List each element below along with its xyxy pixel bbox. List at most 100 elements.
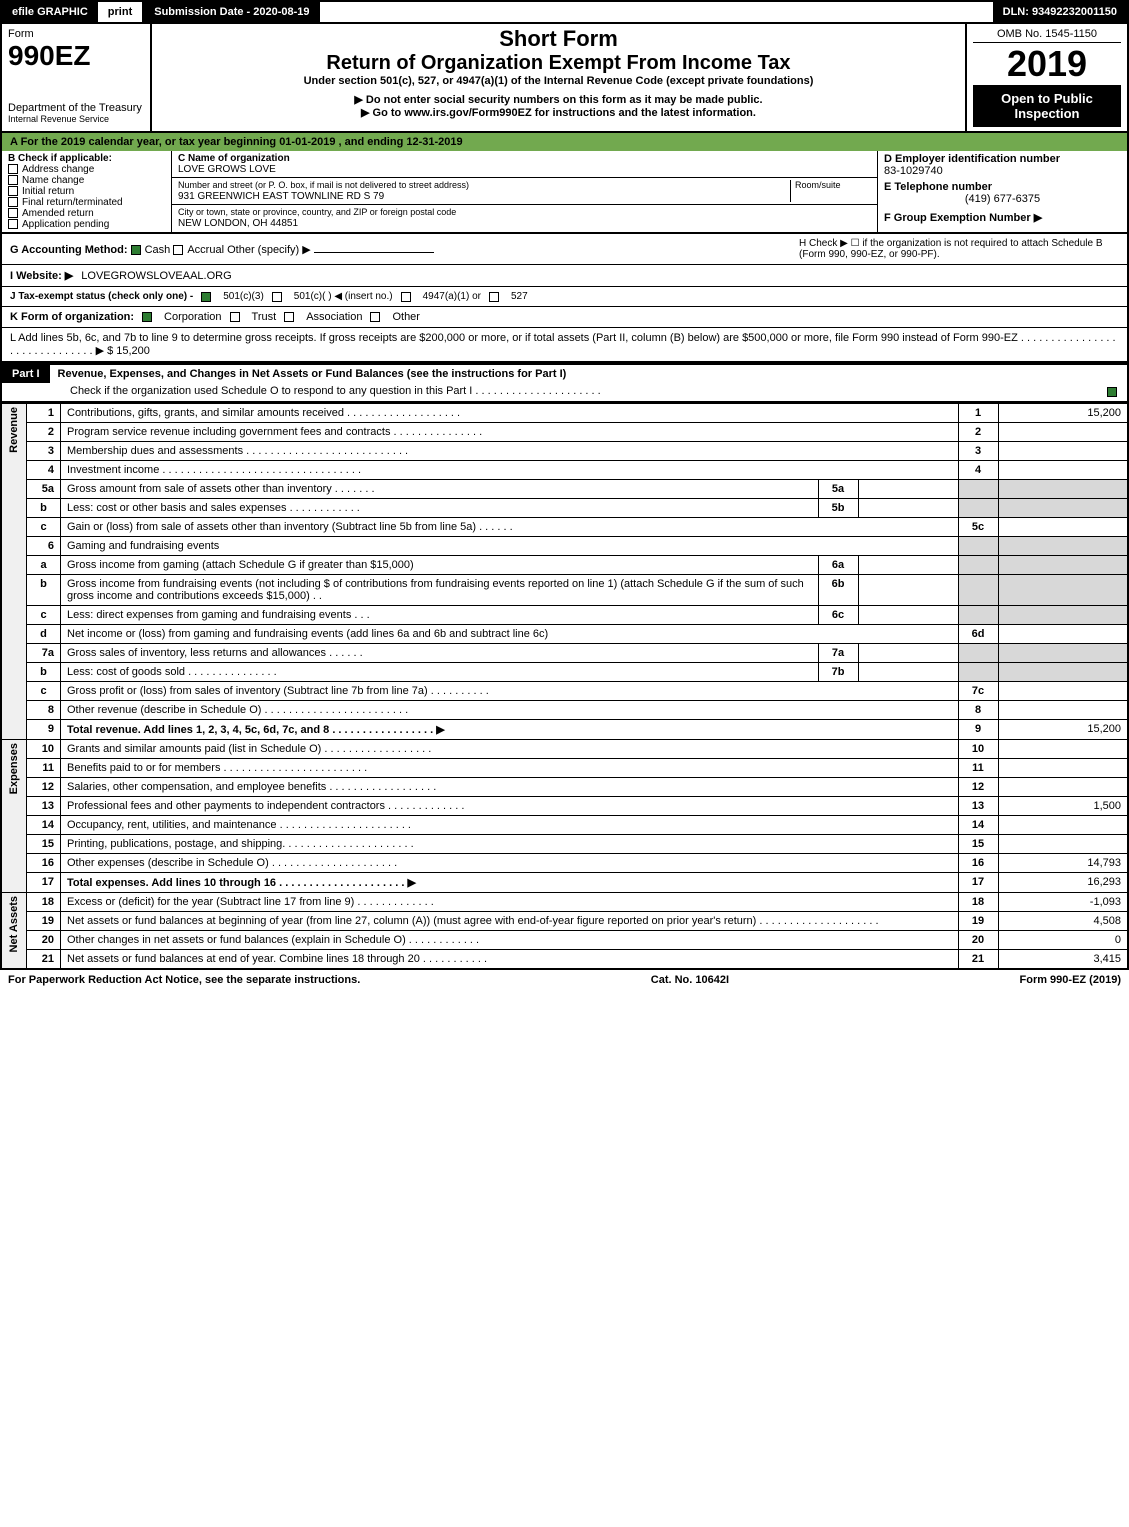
submission-date: Submission Date - 2020-08-19 — [144, 2, 319, 22]
e-label: E Telephone number — [884, 181, 1121, 193]
i-row: I Website: ▶ LOVEGROWSLOVEAAL.ORG — [0, 265, 1129, 287]
schedule-o-check[interactable] — [1107, 387, 1117, 397]
line-rval: 1,500 — [998, 797, 1128, 816]
footer-center: Cat. No. 10642I — [651, 974, 729, 986]
mid-num: 6b — [818, 575, 858, 606]
line-desc: Less: cost of goods sold . . . . . . . .… — [61, 663, 819, 682]
line-desc: Gaming and fundraising events — [61, 537, 959, 556]
k-other-check[interactable] — [370, 312, 380, 322]
line-desc: Total revenue. Add lines 1, 2, 3, 4, 5c,… — [61, 720, 959, 740]
i-label: I Website: ▶ — [10, 269, 73, 282]
line-desc: Program service revenue including govern… — [61, 423, 959, 442]
part1-table: Revenue 1 Contributions, gifts, grants, … — [0, 403, 1129, 970]
mid-val — [858, 556, 958, 575]
goto-link[interactable]: ▶ Go to www.irs.gov/Form990EZ for instru… — [158, 106, 959, 119]
l-text: L Add lines 5b, 6c, and 7b to line 9 to … — [10, 332, 1119, 357]
j-501c3-check[interactable] — [201, 292, 211, 302]
line-desc: Net assets or fund balances at beginning… — [61, 912, 959, 931]
revenue-section-label: Revenue — [1, 404, 27, 740]
city-row: City or town, state or province, country… — [172, 205, 877, 231]
checkbox-icon — [8, 186, 18, 196]
cash-check[interactable] — [131, 245, 141, 255]
j-4947-check[interactable] — [401, 292, 411, 302]
irs-label: Internal Revenue Service — [8, 114, 109, 124]
line-desc: Gain or (loss) from sale of assets other… — [61, 518, 959, 537]
line-rval: 3,415 — [998, 950, 1128, 970]
line-desc: Total expenses. Add lines 10 through 16 … — [61, 873, 959, 893]
line-desc: Benefits paid to or for members . . . . … — [61, 759, 959, 778]
top-bar: efile GRAPHIC print Submission Date - 20… — [0, 0, 1129, 24]
g-h-row: G Accounting Method: Cash Accrual Other … — [0, 234, 1129, 265]
application-pending-check[interactable]: Application pending — [8, 219, 165, 230]
mid-num: 7b — [818, 663, 858, 682]
initial-return-check[interactable]: Initial return — [8, 186, 165, 197]
k-assoc-check[interactable] — [284, 312, 294, 322]
j-label: J Tax-exempt status (check only one) - — [10, 291, 193, 302]
accrual-check[interactable] — [173, 245, 183, 255]
section-b-checks: B Check if applicable: Address change Na… — [2, 151, 172, 232]
print-button[interactable]: print — [98, 2, 144, 22]
line-rval — [998, 423, 1128, 442]
website-value: LOVEGROWSLOVEAAL.ORG — [81, 270, 231, 282]
other-specify-field[interactable] — [314, 252, 434, 253]
line-desc: Membership dues and assessments . . . . … — [61, 442, 959, 461]
b-label: B Check if applicable: — [8, 153, 165, 164]
header-left: Form 990EZ Department of the Treasury In… — [2, 24, 152, 131]
street-row: Number and street (or P. O. box, if mail… — [172, 178, 877, 205]
mid-val — [858, 575, 958, 606]
goto-text: ▶ Go to www.irs.gov/Form990EZ for instru… — [361, 107, 756, 119]
h-text: H Check ▶ ☐ if the organization is not r… — [799, 238, 1119, 260]
footer-right: Form 990-EZ (2019) — [1020, 974, 1121, 986]
other-label: Other (specify) ▶ — [227, 244, 311, 256]
line-desc: Gross amount from sale of assets other t… — [61, 480, 819, 499]
city-value: NEW LONDON, OH 44851 — [178, 218, 298, 229]
line-desc: Excess or (deficit) for the year (Subtra… — [61, 893, 959, 912]
j-501c-check[interactable] — [272, 292, 282, 302]
schedule-o-text: Check if the organization used Schedule … — [62, 383, 1097, 401]
ssn-note: ▶ Do not enter social security numbers o… — [158, 93, 959, 106]
name-change-check[interactable]: Name change — [8, 175, 165, 186]
mid-val — [858, 606, 958, 625]
k-trust-check[interactable] — [230, 312, 240, 322]
line-rval: 0 — [998, 931, 1128, 950]
line-rval — [998, 625, 1128, 644]
k-row: K Form of organization: Corporation Trus… — [0, 307, 1129, 328]
k-corp-check[interactable] — [142, 312, 152, 322]
mid-val — [858, 663, 958, 682]
line-desc: Printing, publications, postage, and shi… — [61, 835, 959, 854]
org-info-block: B Check if applicable: Address change Na… — [0, 151, 1129, 234]
section-def: D Employer identification number 83-1029… — [877, 151, 1127, 232]
j-row: J Tax-exempt status (check only one) - 5… — [0, 287, 1129, 307]
line-rval: 15,200 — [998, 720, 1128, 740]
j-527-check[interactable] — [489, 292, 499, 302]
line-rval: -1,093 — [998, 893, 1128, 912]
line-desc: Gross income from fundraising events (no… — [61, 575, 819, 606]
line-rval — [998, 778, 1128, 797]
department-label: Department of the Treasury — [8, 102, 144, 114]
omb-number: OMB No. 1545-1150 — [973, 28, 1121, 43]
checkbox-icon — [8, 208, 18, 218]
c-name-label: C Name of organization — [178, 153, 290, 164]
amended-return-check[interactable]: Amended return — [8, 208, 165, 219]
line-rval — [998, 701, 1128, 720]
efile-button[interactable]: efile GRAPHIC — [2, 2, 98, 22]
section-c: C Name of organization LOVE GROWS LOVE N… — [172, 151, 877, 232]
line-rval — [998, 682, 1128, 701]
line-desc: Gross sales of inventory, less returns a… — [61, 644, 819, 663]
line-desc: Less: direct expenses from gaming and fu… — [61, 606, 819, 625]
form-header: Form 990EZ Department of the Treasury In… — [0, 24, 1129, 133]
page-footer: For Paperwork Reduction Act Notice, see … — [0, 970, 1129, 990]
mid-val — [858, 480, 958, 499]
subtitle: Under section 501(c), 527, or 4947(a)(1)… — [158, 75, 959, 87]
line-desc: Occupancy, rent, utilities, and maintena… — [61, 816, 959, 835]
tax-year: 2019 — [973, 43, 1121, 85]
return-title: Return of Organization Exempt From Incom… — [158, 52, 959, 75]
line-rval — [998, 759, 1128, 778]
line-desc: Net income or (loss) from gaming and fun… — [61, 625, 959, 644]
line-rval: 14,793 — [998, 854, 1128, 873]
line-rval — [998, 461, 1128, 480]
final-return-check[interactable]: Final return/terminated — [8, 197, 165, 208]
address-change-check[interactable]: Address change — [8, 164, 165, 175]
expenses-section-label: Expenses — [1, 740, 27, 893]
street-label: Number and street (or P. O. box, if mail… — [178, 180, 469, 190]
